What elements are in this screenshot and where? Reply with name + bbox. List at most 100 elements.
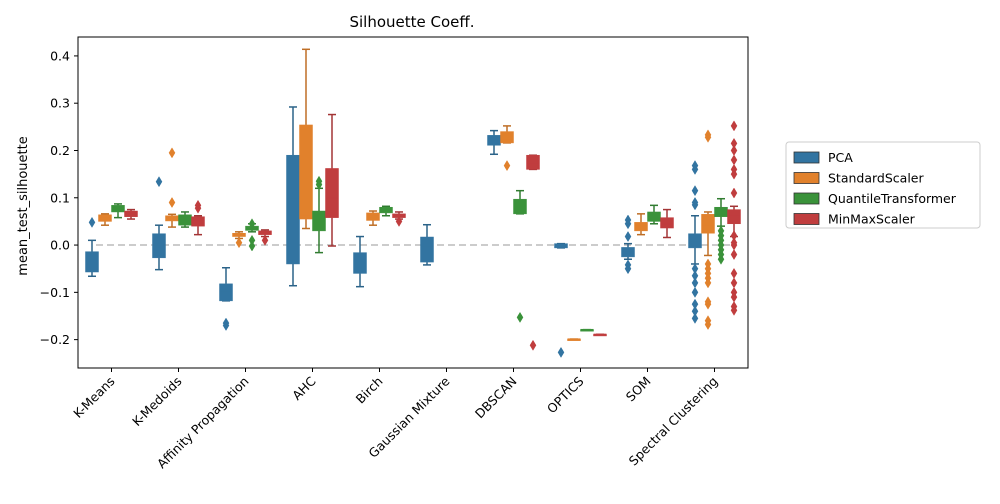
box-body [379,206,393,214]
legend-label: PCA [828,150,853,165]
box-MinMaxScaler-Affinity-Propagation [258,229,272,246]
box-MinMaxScaler-DBSCAN [526,154,540,351]
y-axis-label: mean_test_silhouette [16,136,31,275]
box-StandardScaler-K-Means [98,213,112,226]
flier-point [730,249,738,260]
box-body [660,217,674,229]
box-QuantileTransformer-K-Means [111,203,125,219]
box-body [500,131,514,144]
flier-point [691,185,699,197]
y-tick-label: 0.1 [50,190,70,205]
box-QuantileTransformer-SOM [647,204,661,225]
flier-point [691,263,699,275]
flier-point [516,311,524,323]
box-MinMaxScaler-Birch [392,211,406,227]
box-QuantileTransformer-AHC [312,175,326,254]
box-body [325,168,339,218]
box-body [714,206,728,217]
flier-point [691,312,699,324]
box-StandardScaler-SOM [634,213,648,236]
box-QuantileTransformer-Spectral-Clustering [714,197,728,265]
box-PCA-SOM [621,214,635,275]
legend-label: StandardScaler [828,171,924,186]
box-body [513,198,527,215]
box-body [701,214,715,234]
flier-point [717,225,725,237]
box-MinMaxScaler-SOM [660,208,674,239]
box-PCA-Affinity-Propagation [219,267,233,331]
flier-point [691,286,699,298]
box-body [286,154,300,265]
flier-point [248,218,256,230]
flier-point [395,215,403,227]
box-PCA-Gaussian-Mixture [420,223,434,266]
box-QuantileTransformer-Birch [379,205,393,217]
flier-point [730,286,738,298]
legend-frame [785,141,981,229]
flier-point [691,197,699,208]
box-MinMaxScaler-Spectral-Clustering [727,120,741,316]
flier-point [529,339,537,351]
box-StandardScaler-OPTICS [567,338,581,341]
flier-point [730,187,738,199]
box-body [124,210,138,217]
legend-swatch [793,213,820,225]
flier-point [248,234,256,246]
flier-point [235,237,243,249]
box-MinMaxScaler-OPTICS [593,333,607,337]
flier-point [691,160,699,172]
plot-frame [77,36,749,369]
box-body [299,124,313,220]
box-StandardScaler-AHC [299,48,313,230]
flier-point [261,234,269,246]
y-tick-label: −0.2 [40,332,70,347]
legend-swatch [793,151,820,164]
x-tick-label: AHC [289,373,319,403]
x-tick-label: OPTICS [544,373,587,416]
flier-point [222,319,230,331]
box-body [526,154,540,170]
box-StandardScaler-Spectral-Clustering [701,129,715,330]
box-PCA-OPTICS [554,242,568,358]
box-PCA-K-Medoids [152,176,166,271]
box-MinMaxScaler-K-Medoids [191,199,205,236]
flier-point [194,199,202,211]
box-MinMaxScaler-K-Means [124,208,138,220]
box-PCA-Birch [353,235,367,288]
flier-point [691,305,699,317]
flier-point [704,296,712,308]
flier-point [315,175,323,187]
y-tick-label: 0.2 [50,143,70,158]
box-body [178,214,192,226]
box-body [420,236,434,263]
x-tick-label: Birch [353,374,386,407]
y-tick-label: 0.4 [50,48,70,63]
flier-point [624,214,632,226]
y-tick-label: 0.0 [50,238,70,253]
flier-point [155,176,163,188]
box-body [85,251,99,273]
box-QuantileTransformer-K-Medoids [178,211,192,228]
box-PCA-AHC [286,106,300,287]
flier-point [691,298,699,310]
flier-point [503,160,511,172]
legend-label: MinMaxScaler [828,212,916,227]
flier-point [168,147,176,159]
flier-point [730,230,738,242]
flier-point [691,270,699,282]
legend-swatch [793,192,820,205]
box-QuantileTransformer-OPTICS [580,328,594,332]
chart-title: Silhouette Coeff. [349,13,474,31]
flier-point [704,258,712,270]
flier-point [730,237,738,249]
box-PCA-K-Means [85,216,99,278]
flier-point [624,231,632,243]
flier-point [88,216,96,228]
flier-point [730,277,738,289]
flier-point [730,267,738,279]
box-QuantileTransformer-DBSCAN [513,189,527,323]
plot-area: −0.2 −0.1 0.0 0.1 0.2 0.3 0.4 K-Means K-Medoids A… [40,36,749,471]
box-PCA-DBSCAN [487,129,501,156]
